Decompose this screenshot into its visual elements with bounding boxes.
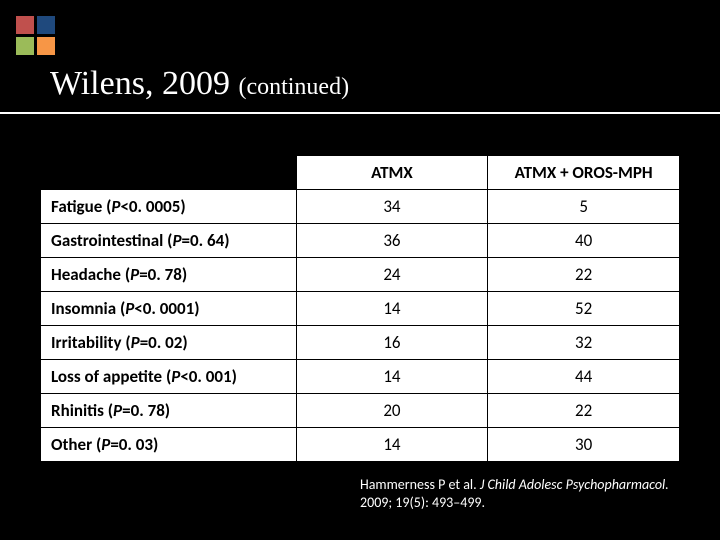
title-main: Wilens, 2009 (50, 65, 238, 102)
table-row: Rhinitis (P=0. 78)2022 (41, 394, 680, 428)
table-cell: 52 (488, 292, 680, 326)
table-cell: 30 (488, 428, 680, 462)
title-underline (0, 112, 720, 114)
table-cell: 44 (488, 360, 680, 394)
table-cell: 14 (296, 428, 488, 462)
table-row: Insomnia (P<0. 0001)1452 (41, 292, 680, 326)
table-cell: 5 (488, 190, 680, 224)
logo-square-4 (37, 37, 55, 55)
table-cell: 14 (296, 360, 488, 394)
table-cell: 22 (488, 258, 680, 292)
table-row-label: Irritability (P=0. 02) (41, 326, 297, 360)
title-sub: (continued) (238, 74, 349, 100)
citation-author: Hammerness P et al. (360, 476, 480, 493)
table-col-header: ATMX + OROS-MPH (488, 156, 680, 190)
table-body: Fatigue (P<0. 0005)345Gastrointestinal (… (41, 190, 680, 462)
table-header-row: ATMX ATMX + OROS-MPH (41, 156, 680, 190)
table-cell: 16 (296, 326, 488, 360)
table-row-label: Other (P=0. 03) (41, 428, 297, 462)
table-cell: 32 (488, 326, 680, 360)
citation-journal: J Child Adolesc Psychopharmacol. (480, 476, 669, 493)
table-row: Loss of appetite (P<0. 001)1444 (41, 360, 680, 394)
data-table-wrap: ATMX ATMX + OROS-MPH Fatigue (P<0. 0005)… (40, 155, 680, 462)
table-row-label: Headache (P=0. 78) (41, 258, 297, 292)
citation: Hammerness P et al. J Child Adolesc Psyc… (360, 476, 690, 512)
table-cell: 36 (296, 224, 488, 258)
table-cell: 40 (488, 224, 680, 258)
table-cell: 20 (296, 394, 488, 428)
table-cell: 22 (488, 394, 680, 428)
table-row-label: Loss of appetite (P<0. 001) (41, 360, 297, 394)
table-row: Headache (P=0. 78)2422 (41, 258, 680, 292)
table-row-label: Rhinitis (P=0. 78) (41, 394, 297, 428)
table-row-label: Fatigue (P<0. 0005) (41, 190, 297, 224)
citation-rest: 2009; 19(5): 493–499. (360, 494, 485, 511)
logo-square-2 (37, 16, 55, 34)
logo-square-1 (16, 16, 34, 34)
table-cell: 24 (296, 258, 488, 292)
table-cell: 34 (296, 190, 488, 224)
table-col-header: ATMX (296, 156, 488, 190)
logo-grid (16, 16, 55, 55)
table-corner-cell (41, 156, 297, 190)
table-row: Gastrointestinal (P=0. 64)3640 (41, 224, 680, 258)
table-cell: 14 (296, 292, 488, 326)
table-row-label: Insomnia (P<0. 0001) (41, 292, 297, 326)
table-row: Irritability (P=0. 02)1632 (41, 326, 680, 360)
table-row: Fatigue (P<0. 0005)345 (41, 190, 680, 224)
table-row: Other (P=0. 03)1430 (41, 428, 680, 462)
data-table: ATMX ATMX + OROS-MPH Fatigue (P<0. 0005)… (40, 155, 680, 462)
logo-square-3 (16, 37, 34, 55)
slide-title: Wilens, 2009 (continued) (50, 65, 349, 103)
table-row-label: Gastrointestinal (P=0. 64) (41, 224, 297, 258)
